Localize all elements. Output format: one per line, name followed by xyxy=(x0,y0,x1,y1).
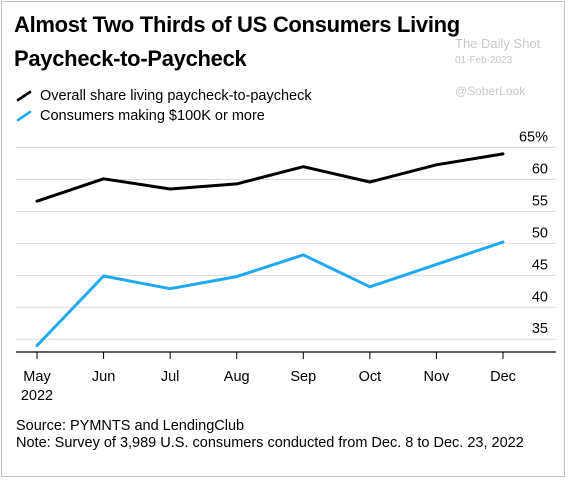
x-year-label: 2022 xyxy=(21,388,53,404)
y-axis-labels: 65% 60 55 50 45 40 35 xyxy=(519,130,548,338)
watermark-handle: @SoberLook xyxy=(455,84,526,98)
legend-line-icon xyxy=(16,90,32,102)
series-line-overall xyxy=(35,152,505,203)
y-tick-label: 40 xyxy=(532,289,548,305)
x-tick-label: May xyxy=(23,369,51,385)
legend-line-icon xyxy=(16,110,32,122)
series-line-100k xyxy=(35,240,505,348)
chart-legend: Overall share living paycheck-to-paychec… xyxy=(16,86,312,126)
survey-note: Note: Survey of 3,989 U.S. consumers con… xyxy=(16,435,524,451)
x-tick-label: Aug xyxy=(224,369,250,385)
legend-label: Consumers making $100K or more xyxy=(40,108,265,124)
y-tick-label: 55 xyxy=(532,193,548,209)
y-tick-label: 35 xyxy=(532,321,548,337)
legend-item-100k: Consumers making $100K or more xyxy=(16,106,312,126)
watermark-source: The Daily Shot xyxy=(455,36,541,51)
series-lines xyxy=(35,152,505,348)
x-axis: May Jun Jul Aug Sep Oct Nov Dec 2022 xyxy=(16,351,556,404)
y-tick-label: 60 xyxy=(532,161,548,177)
legend-item-overall: Overall share living paycheck-to-paychec… xyxy=(16,86,312,106)
gridlines xyxy=(16,147,556,340)
y-tick-label: 50 xyxy=(532,225,548,241)
chart-footer: Source: PYMNTS and LendingClub Note: Sur… xyxy=(16,418,556,452)
y-tick-label: 65% xyxy=(519,130,548,146)
x-tick-label: Nov xyxy=(424,369,451,385)
chart-title: Almost Two Thirds of US Consumers Living… xyxy=(14,12,460,71)
x-tick-label: Dec xyxy=(490,369,516,385)
x-tick-label: Jun xyxy=(92,369,115,385)
watermark-date: 01-Feb-2023 xyxy=(455,55,513,66)
x-tick-label: Oct xyxy=(359,369,382,385)
x-tick-label: Sep xyxy=(290,369,316,385)
x-tick-label: Jul xyxy=(161,369,180,385)
source-note: Source: PYMNTS and LendingClub xyxy=(16,418,245,434)
legend-label: Overall share living paycheck-to-paychec… xyxy=(40,88,312,104)
y-tick-label: 45 xyxy=(532,257,548,273)
